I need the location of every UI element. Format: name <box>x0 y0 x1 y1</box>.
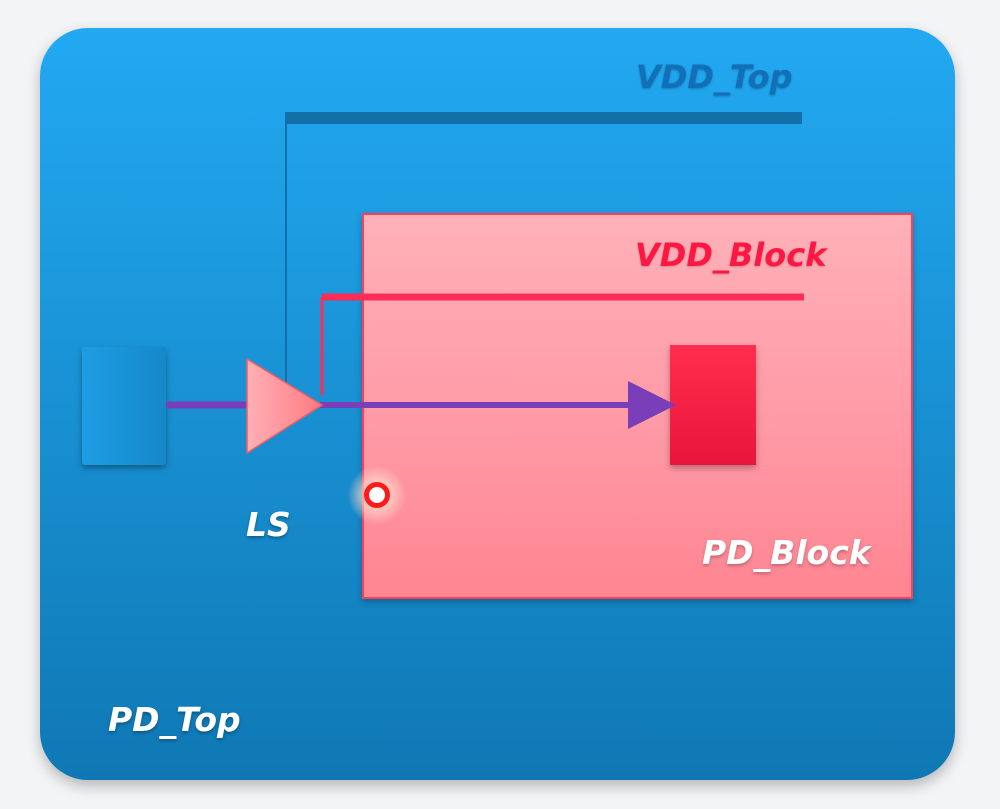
level-shifter-label: LS <box>246 505 291 544</box>
source-cell <box>82 347 166 465</box>
pointer-highlight-icon <box>364 482 390 508</box>
level-shifter-triangle <box>246 357 324 455</box>
destination-cell <box>670 345 756 465</box>
pd-top-label: PD_Top <box>108 700 241 739</box>
vdd-top-label: VDD_Top <box>636 58 793 96</box>
pd-block-label: PD_Block <box>702 533 871 572</box>
vdd-block-label: VDD_Block <box>635 236 827 274</box>
